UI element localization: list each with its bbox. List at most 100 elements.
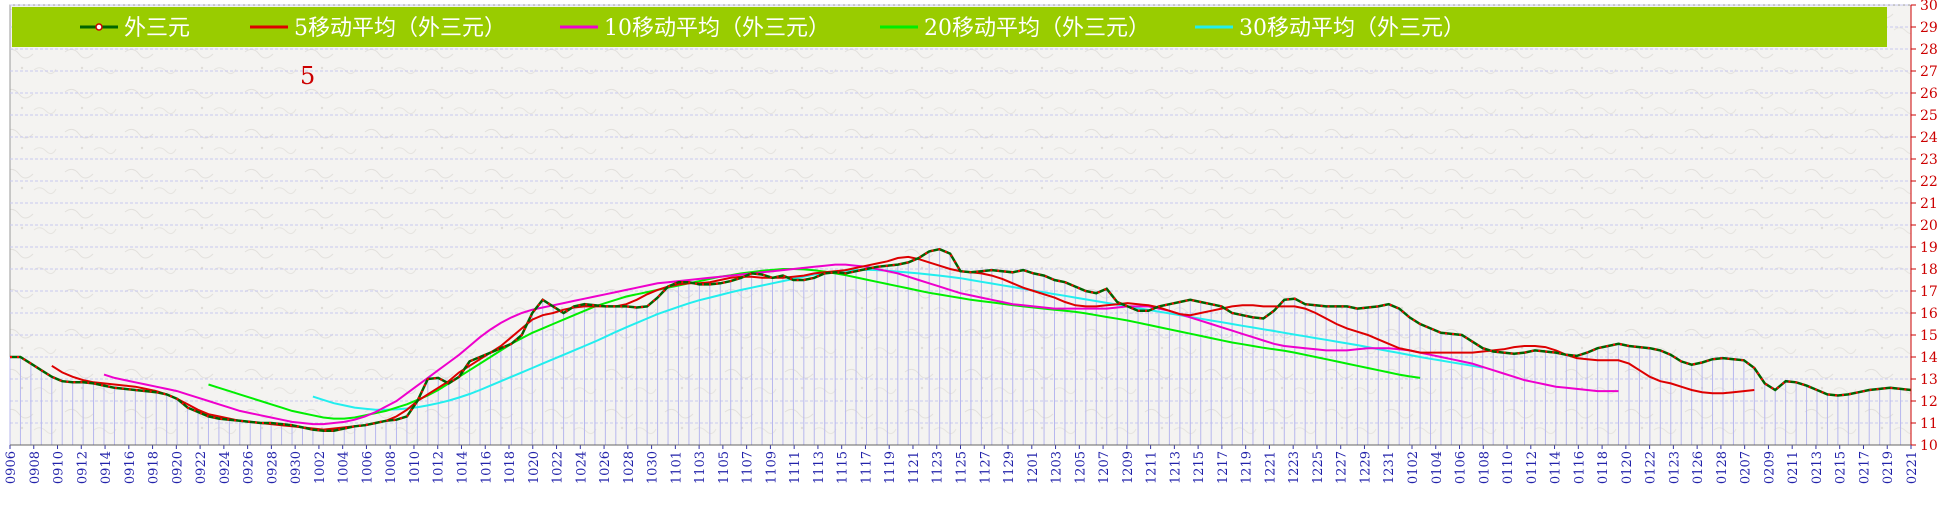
x-tick-label: 1006 (360, 451, 375, 484)
x-tick-label: 0128 (1715, 451, 1730, 484)
x-tick-label: 0112 (1525, 451, 1540, 484)
y-tick-label: 22 (1920, 174, 1938, 190)
x-tick-label: 0104 (1430, 451, 1445, 484)
y-tick-label: 27 (1920, 64, 1938, 80)
x-tick-label: 0102 (1406, 451, 1421, 484)
x-tick-label: 0120 (1620, 451, 1635, 484)
x-tick-label: 1024 (574, 451, 589, 484)
x-tick-label: 1217 (1216, 451, 1231, 484)
series-line-main-markers (10, 248, 1912, 432)
chart-marker-label: 5 (300, 62, 315, 90)
x-tick-label: 0209 (1762, 451, 1777, 484)
x-tick-label: 1026 (598, 451, 613, 484)
x-tick-label: 1028 (622, 451, 637, 484)
x-tick-label: 1105 (717, 451, 732, 484)
x-tick-label: 1125 (955, 451, 970, 484)
x-tick-label: 1227 (1335, 451, 1350, 484)
y-tick-label: 14 (1920, 350, 1938, 366)
x-tick-label: 0123 (1667, 451, 1682, 484)
y-tick-label: 21 (1920, 196, 1938, 212)
x-tick-label: 1101 (669, 451, 684, 484)
x-tick-label: 1117 (859, 451, 874, 484)
x-tick-label: 0213 (1810, 451, 1825, 484)
x-tick-label: 0924 (218, 451, 233, 484)
x-tick-label: 1225 (1311, 451, 1326, 484)
y-tick-label: 26 (1920, 86, 1938, 102)
y-tick-label: 13 (1920, 372, 1938, 388)
x-tick-label: 0908 (28, 451, 43, 484)
x-tick-label: 1119 (883, 451, 898, 484)
y-tick-label: 25 (1920, 108, 1938, 124)
x-tick-label: 0910 (52, 451, 67, 484)
x-tick-label: 0215 (1834, 451, 1849, 484)
x-tick-label: 0207 (1739, 451, 1754, 484)
x-axis: 0906 0908 0910 0912 0914 0916 0918 0920 0922 0924… (4, 444, 1920, 484)
y-tick-label: 12 (1920, 394, 1938, 410)
x-tick-label: 1002 (313, 451, 328, 484)
x-tick-label: 1209 (1121, 451, 1136, 484)
x-tick-label: 1129 (1002, 451, 1017, 484)
x-tick-label: 1115 (836, 451, 851, 484)
x-tick-label: 1016 (479, 451, 494, 484)
x-tick-label: 1219 (1240, 451, 1255, 484)
x-tick-label: 0219 (1881, 451, 1896, 484)
x-tick-label: 0930 (289, 451, 304, 484)
x-tick-label: 0126 (1691, 451, 1706, 484)
x-tick-label: 0217 (1857, 451, 1872, 484)
x-tick-label: 1014 (455, 451, 470, 484)
x-tick-label: 1008 (384, 451, 399, 484)
series-line-ma20 (208, 268, 1421, 420)
y-axis: 10 11 12 13 14 15 16 17 18 19 20 21 22 23 24 25 26 27 28 29… (1910, 0, 1938, 454)
y-tick-label: 29 (1920, 20, 1938, 36)
x-tick-label: 1215 (1192, 451, 1207, 484)
x-tick-label: 1004 (337, 451, 352, 484)
x-tick-label: 0116 (1572, 451, 1587, 484)
x-tick-label: 0122 (1644, 451, 1659, 484)
y-tick-label: 19 (1920, 240, 1938, 256)
legend-label: 外三元 (124, 16, 190, 41)
y-tick-label: 28 (1920, 42, 1938, 58)
x-tick-label: 1201 (1026, 451, 1041, 484)
series-line-ma5 (51, 255, 1755, 431)
series-line-ma30 (312, 268, 1483, 411)
y-tick-label: 20 (1920, 218, 1938, 234)
x-tick-label: 1207 (1097, 451, 1112, 484)
x-tick-label: 1223 (1287, 451, 1302, 484)
y-tick-label: 16 (1920, 306, 1938, 322)
legend: 外三元 5移动平均（外三元） 10移动平均（外三元） 20移动平均（外三元） 30移动平… (80, 16, 1465, 41)
x-tick-label: 1022 (551, 451, 566, 484)
x-tick-label: 0106 (1454, 451, 1469, 484)
x-tick-label: 0108 (1477, 451, 1492, 484)
x-tick-label: 1231 (1382, 451, 1397, 484)
x-tick-label: 1113 (812, 451, 827, 484)
y-tick-label: 10 (1920, 438, 1938, 454)
y-tick-label: 15 (1920, 328, 1938, 344)
y-tick-label: 23 (1920, 152, 1938, 168)
legend-label: 30移动平均（外三元） (1239, 16, 1465, 41)
x-tick-label: 0221 (1905, 451, 1920, 484)
x-tick-label: 1121 (907, 451, 922, 484)
x-tick-label: 0922 (194, 451, 209, 484)
x-tick-label: 0118 (1596, 451, 1611, 484)
x-tick-label: 0110 (1501, 451, 1516, 484)
x-tick-label: 1123 (931, 451, 946, 484)
x-tick-label: 1111 (788, 451, 803, 484)
x-tick-label: 0918 (147, 451, 162, 484)
x-tick-label: 1127 (978, 451, 993, 484)
y-tick-label: 17 (1920, 284, 1938, 300)
y-tick-label: 18 (1920, 262, 1938, 278)
x-tick-label: 1213 (1168, 451, 1183, 484)
x-tick-label: 1203 (1050, 451, 1065, 484)
x-tick-label: 1109 (764, 451, 779, 484)
x-tick-label: 1205 (1073, 451, 1088, 484)
x-tick-label: 0914 (99, 451, 114, 484)
x-tick-label: 0926 (242, 451, 257, 484)
x-tick-label: 1020 (527, 451, 542, 484)
legend-label: 10移动平均（外三元） (604, 16, 830, 41)
x-tick-label: 1010 (408, 451, 423, 484)
x-tick-label: 1030 (646, 451, 661, 484)
x-tick-label: 0906 (4, 451, 19, 484)
x-tick-label: 0912 (75, 451, 90, 484)
